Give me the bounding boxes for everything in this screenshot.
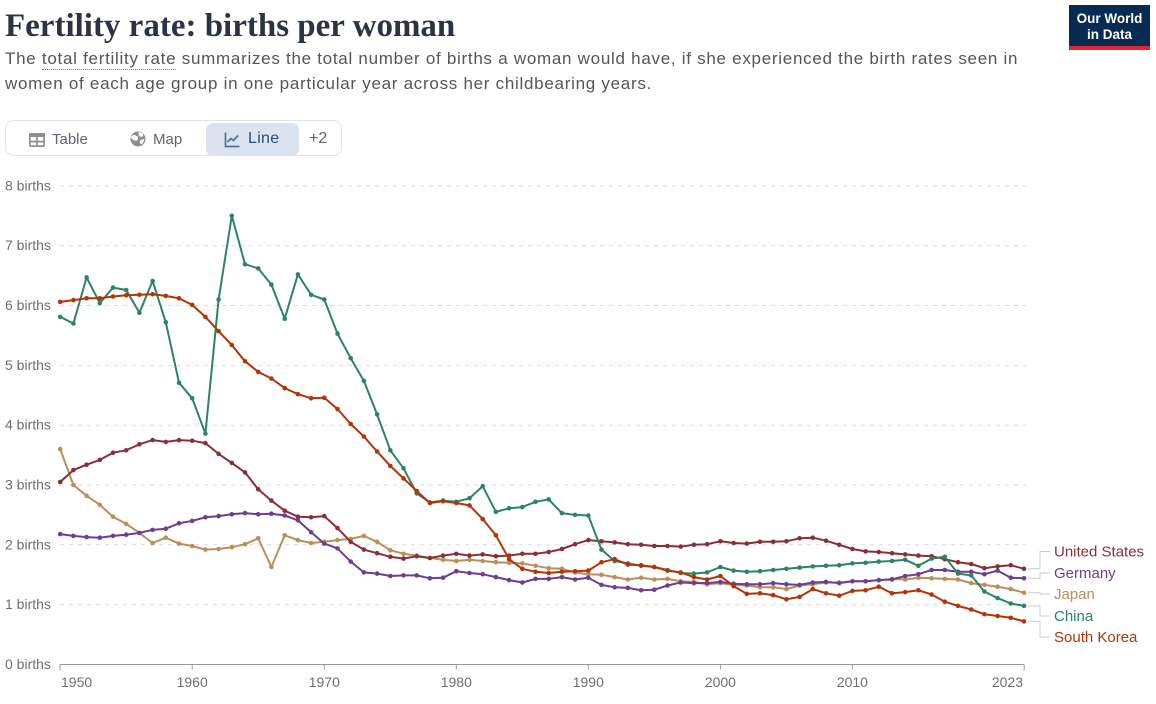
svg-text:2023: 2023 (992, 674, 1023, 690)
svg-text:0 births: 0 births (5, 656, 51, 672)
svg-text:5 births: 5 births (5, 357, 51, 373)
svg-text:2000: 2000 (705, 674, 736, 690)
svg-text:1970: 1970 (309, 674, 340, 690)
svg-text:4 births: 4 births (5, 417, 51, 433)
svg-text:8 births: 8 births (5, 177, 51, 193)
svg-text:1990: 1990 (573, 674, 604, 690)
svg-text:1980: 1980 (441, 674, 472, 690)
svg-text:China: China (1054, 608, 1094, 625)
svg-text:Japan: Japan (1054, 586, 1095, 603)
svg-text:3 births: 3 births (5, 477, 51, 493)
svg-text:7 births: 7 births (5, 237, 51, 253)
svg-text:1950: 1950 (61, 674, 92, 690)
svg-text:1960: 1960 (177, 674, 208, 690)
svg-text:2010: 2010 (837, 674, 868, 690)
svg-text:6 births: 6 births (5, 297, 51, 313)
svg-text:2 births: 2 births (5, 536, 51, 552)
svg-text:Germany: Germany (1054, 565, 1116, 582)
svg-text:South Korea: South Korea (1054, 629, 1138, 646)
svg-text:1 births: 1 births (5, 596, 51, 612)
svg-text:United States: United States (1054, 544, 1144, 561)
